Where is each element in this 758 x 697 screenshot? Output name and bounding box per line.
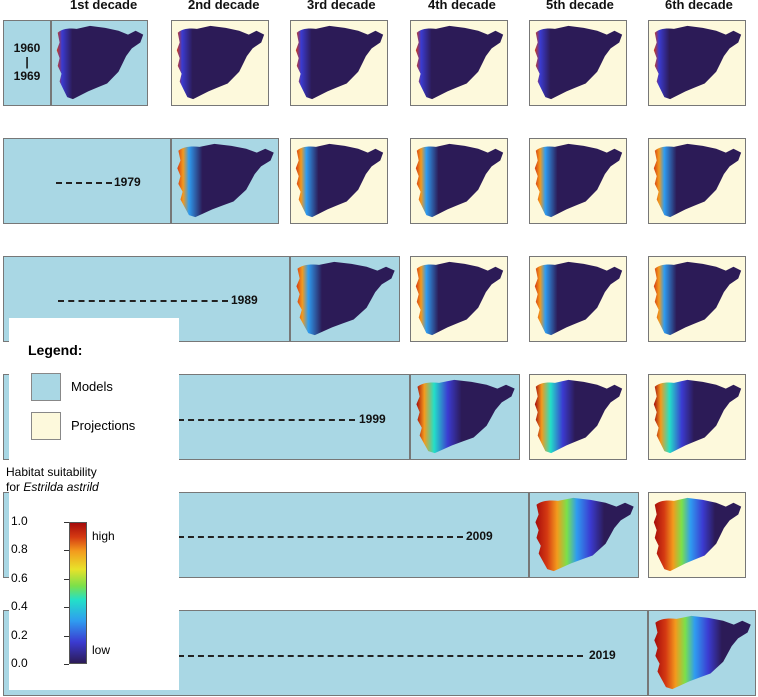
projections-swatch xyxy=(31,412,61,440)
colorbar-title-line2: for Estrilda astrild xyxy=(6,480,186,495)
row1-date-box: 1960 | 1969 xyxy=(3,20,51,106)
end-year-label: 1969 xyxy=(13,69,41,83)
map-r2-c6 xyxy=(648,138,746,224)
projections-label: Projections xyxy=(71,418,136,433)
map-r3-c5 xyxy=(529,256,627,342)
row6-year-label: 2019 xyxy=(589,648,616,662)
colorbar xyxy=(69,522,87,664)
map-r1-c4 xyxy=(410,20,508,106)
high-label: high xyxy=(92,529,115,543)
column-header-3: 3rd decade xyxy=(307,0,376,12)
map-r4-c6 xyxy=(648,374,746,460)
column-header-5: 5th decade xyxy=(546,0,614,12)
column-header-6: 6th decade xyxy=(665,0,733,12)
colorbar-title-prefix: for xyxy=(6,480,24,494)
legend-title: Legend: xyxy=(28,342,83,358)
colorbar-title-line1: Habitat suitability xyxy=(6,465,97,479)
map-r4-c5 xyxy=(529,374,627,460)
row4-year-label: 1999 xyxy=(359,412,386,426)
map-r2-c3 xyxy=(290,138,388,224)
map-r1-c3 xyxy=(290,20,388,106)
row4-dashed-line xyxy=(178,419,355,421)
colorbar-label-0.8: 0.8 xyxy=(11,542,28,556)
row2-year-label: 1979 xyxy=(114,175,141,189)
row2-dashed-line xyxy=(56,182,112,184)
colorbar-label-0.0: 0.0 xyxy=(11,656,28,670)
species-name: Estrilda astrild xyxy=(23,480,99,494)
row5-dashed-line xyxy=(178,536,463,538)
models-swatch xyxy=(31,373,61,401)
colorbar-tick-0.2 xyxy=(64,636,69,637)
map-r2-c4 xyxy=(410,138,508,224)
map-r5-c6 xyxy=(648,492,746,578)
row6-dashed-line xyxy=(178,655,583,657)
map-r1-c2 xyxy=(171,20,269,106)
column-header-2: 2nd decade xyxy=(188,0,260,12)
row5-year-label: 2009 xyxy=(466,529,493,543)
models-label: Models xyxy=(71,379,113,394)
map-r1-c6 xyxy=(648,20,746,106)
colorbar-tick-1.0 xyxy=(64,522,69,523)
column-header-1: 1st decade xyxy=(70,0,138,12)
start-year-label: 1960 xyxy=(13,41,41,55)
range-separator: | xyxy=(25,55,29,69)
colorbar-label-0.4: 0.4 xyxy=(11,599,28,613)
map-r2-c2 xyxy=(171,138,279,224)
map-r3-c4 xyxy=(410,256,508,342)
colorbar-tick-0.4 xyxy=(64,607,69,608)
colorbar-label-0.6: 0.6 xyxy=(11,571,28,585)
map-r4-c4 xyxy=(410,374,520,460)
colorbar-label-1.0: 1.0 xyxy=(11,514,28,528)
map-r3-c6 xyxy=(648,256,746,342)
map-r1-c5 xyxy=(529,20,627,106)
colorbar-tick-0.6 xyxy=(64,579,69,580)
column-header-4: 4th decade xyxy=(428,0,496,12)
low-label: low xyxy=(92,643,111,657)
legend-panel: Legend: Models Projections Habitat suita… xyxy=(6,318,179,690)
map-r6-c6 xyxy=(648,610,756,696)
map-r3-c3 xyxy=(290,256,400,342)
colorbar-tick-0.8 xyxy=(64,550,69,551)
colorbar-label-0.2: 0.2 xyxy=(11,628,28,642)
map-r5-c5 xyxy=(529,492,639,578)
row3-dashed-line xyxy=(58,300,228,302)
map-r2-c5 xyxy=(529,138,627,224)
row2-model-span xyxy=(3,138,171,224)
colorbar-tick-0.0 xyxy=(64,664,69,665)
row3-year-label: 1989 xyxy=(231,293,258,307)
map-r1-c1 xyxy=(51,20,148,106)
colorbar-title: Habitat suitability for Estrilda astrild xyxy=(6,465,186,495)
